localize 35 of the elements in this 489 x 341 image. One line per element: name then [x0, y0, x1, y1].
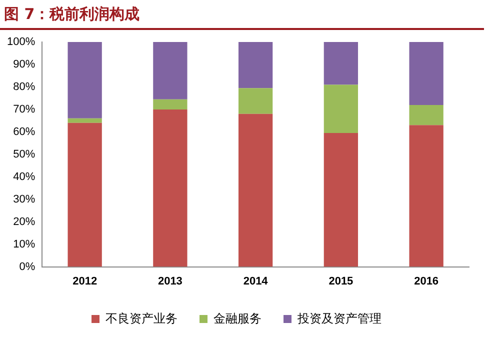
- y-tick-label: 40%: [13, 170, 36, 183]
- bar: [324, 84, 358, 134]
- x-tick-label: 2015: [328, 275, 354, 288]
- y-tick-label: 50%: [13, 148, 36, 160]
- y-tick-label: 10%: [13, 238, 36, 250]
- y-tick-label: 70%: [13, 103, 36, 116]
- bar: [68, 42, 102, 118]
- bar: [68, 118, 102, 123]
- y-tick-label: 80%: [13, 80, 36, 93]
- bar: [409, 42, 444, 105]
- y-tick-label: 90%: [13, 58, 36, 71]
- bar: [324, 133, 358, 267]
- y-tick-label: 60%: [13, 126, 36, 138]
- x-tick-label: 2012: [72, 275, 98, 288]
- x-tick-label: 2016: [414, 275, 439, 288]
- bar: [238, 42, 273, 88]
- bar: [324, 42, 358, 85]
- y-tick-label: 100%: [6, 36, 36, 48]
- bar: [153, 42, 188, 100]
- y-tick-label: 30%: [13, 193, 36, 206]
- legend-label: 投资及资产管理: [296, 311, 382, 326]
- bar: [153, 99, 188, 110]
- x-tick-label: 2013: [158, 275, 182, 288]
- bar: [68, 122, 102, 267]
- y-tick-label: 0%: [19, 260, 36, 273]
- bar: [238, 88, 273, 114]
- bar: [153, 109, 188, 267]
- y-tick-label: 20%: [13, 216, 36, 228]
- bar: [409, 104, 444, 126]
- legend-label: 金融服务: [214, 311, 262, 326]
- bar: [238, 114, 273, 267]
- legend-label: 不良资产业务: [106, 311, 178, 326]
- chart-title: 图 7：税前利润构成: [0, 0, 484, 30]
- bar: [409, 125, 444, 267]
- x-tick-label: 2014: [243, 275, 269, 288]
